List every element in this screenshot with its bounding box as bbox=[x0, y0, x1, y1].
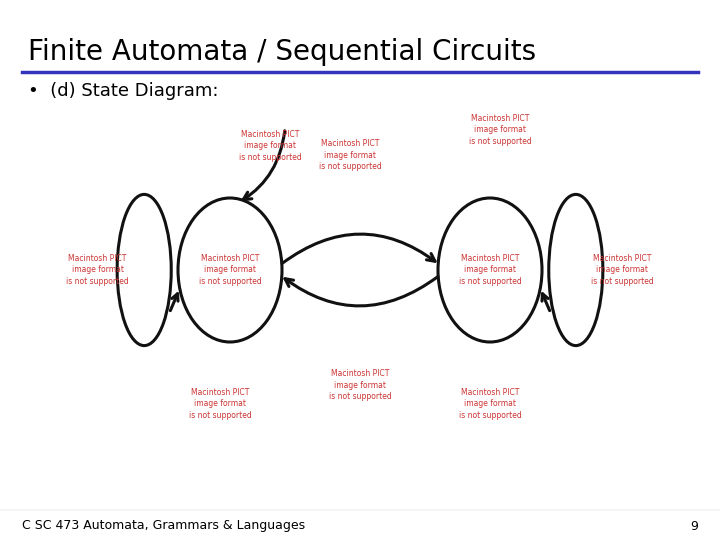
Text: Macintosh PICT
image format
is not supported: Macintosh PICT image format is not suppo… bbox=[319, 139, 382, 171]
Text: Finite Automata / Sequential Circuits: Finite Automata / Sequential Circuits bbox=[28, 38, 536, 66]
Text: Macintosh PICT
image format
is not supported: Macintosh PICT image format is not suppo… bbox=[189, 388, 251, 420]
Text: Macintosh PICT
image format
is not supported: Macintosh PICT image format is not suppo… bbox=[459, 254, 521, 286]
Text: Macintosh PICT
image format
is not supported: Macintosh PICT image format is not suppo… bbox=[328, 369, 392, 401]
Text: Macintosh PICT
image format
is not supported: Macintosh PICT image format is not suppo… bbox=[66, 254, 129, 286]
Text: Macintosh PICT
image format
is not supported: Macintosh PICT image format is not suppo… bbox=[469, 114, 531, 146]
Text: Macintosh PICT
image format
is not supported: Macintosh PICT image format is not suppo… bbox=[459, 388, 521, 420]
Text: Macintosh PICT
image format
is not supported: Macintosh PICT image format is not suppo… bbox=[238, 130, 302, 161]
Text: Macintosh PICT
image format
is not supported: Macintosh PICT image format is not suppo… bbox=[591, 254, 654, 286]
Text: •  (d) State Diagram:: • (d) State Diagram: bbox=[28, 82, 218, 100]
Text: Macintosh PICT
image format
is not supported: Macintosh PICT image format is not suppo… bbox=[199, 254, 261, 286]
Text: 9: 9 bbox=[690, 519, 698, 532]
Text: C SC 473 Automata, Grammars & Languages: C SC 473 Automata, Grammars & Languages bbox=[22, 519, 305, 532]
